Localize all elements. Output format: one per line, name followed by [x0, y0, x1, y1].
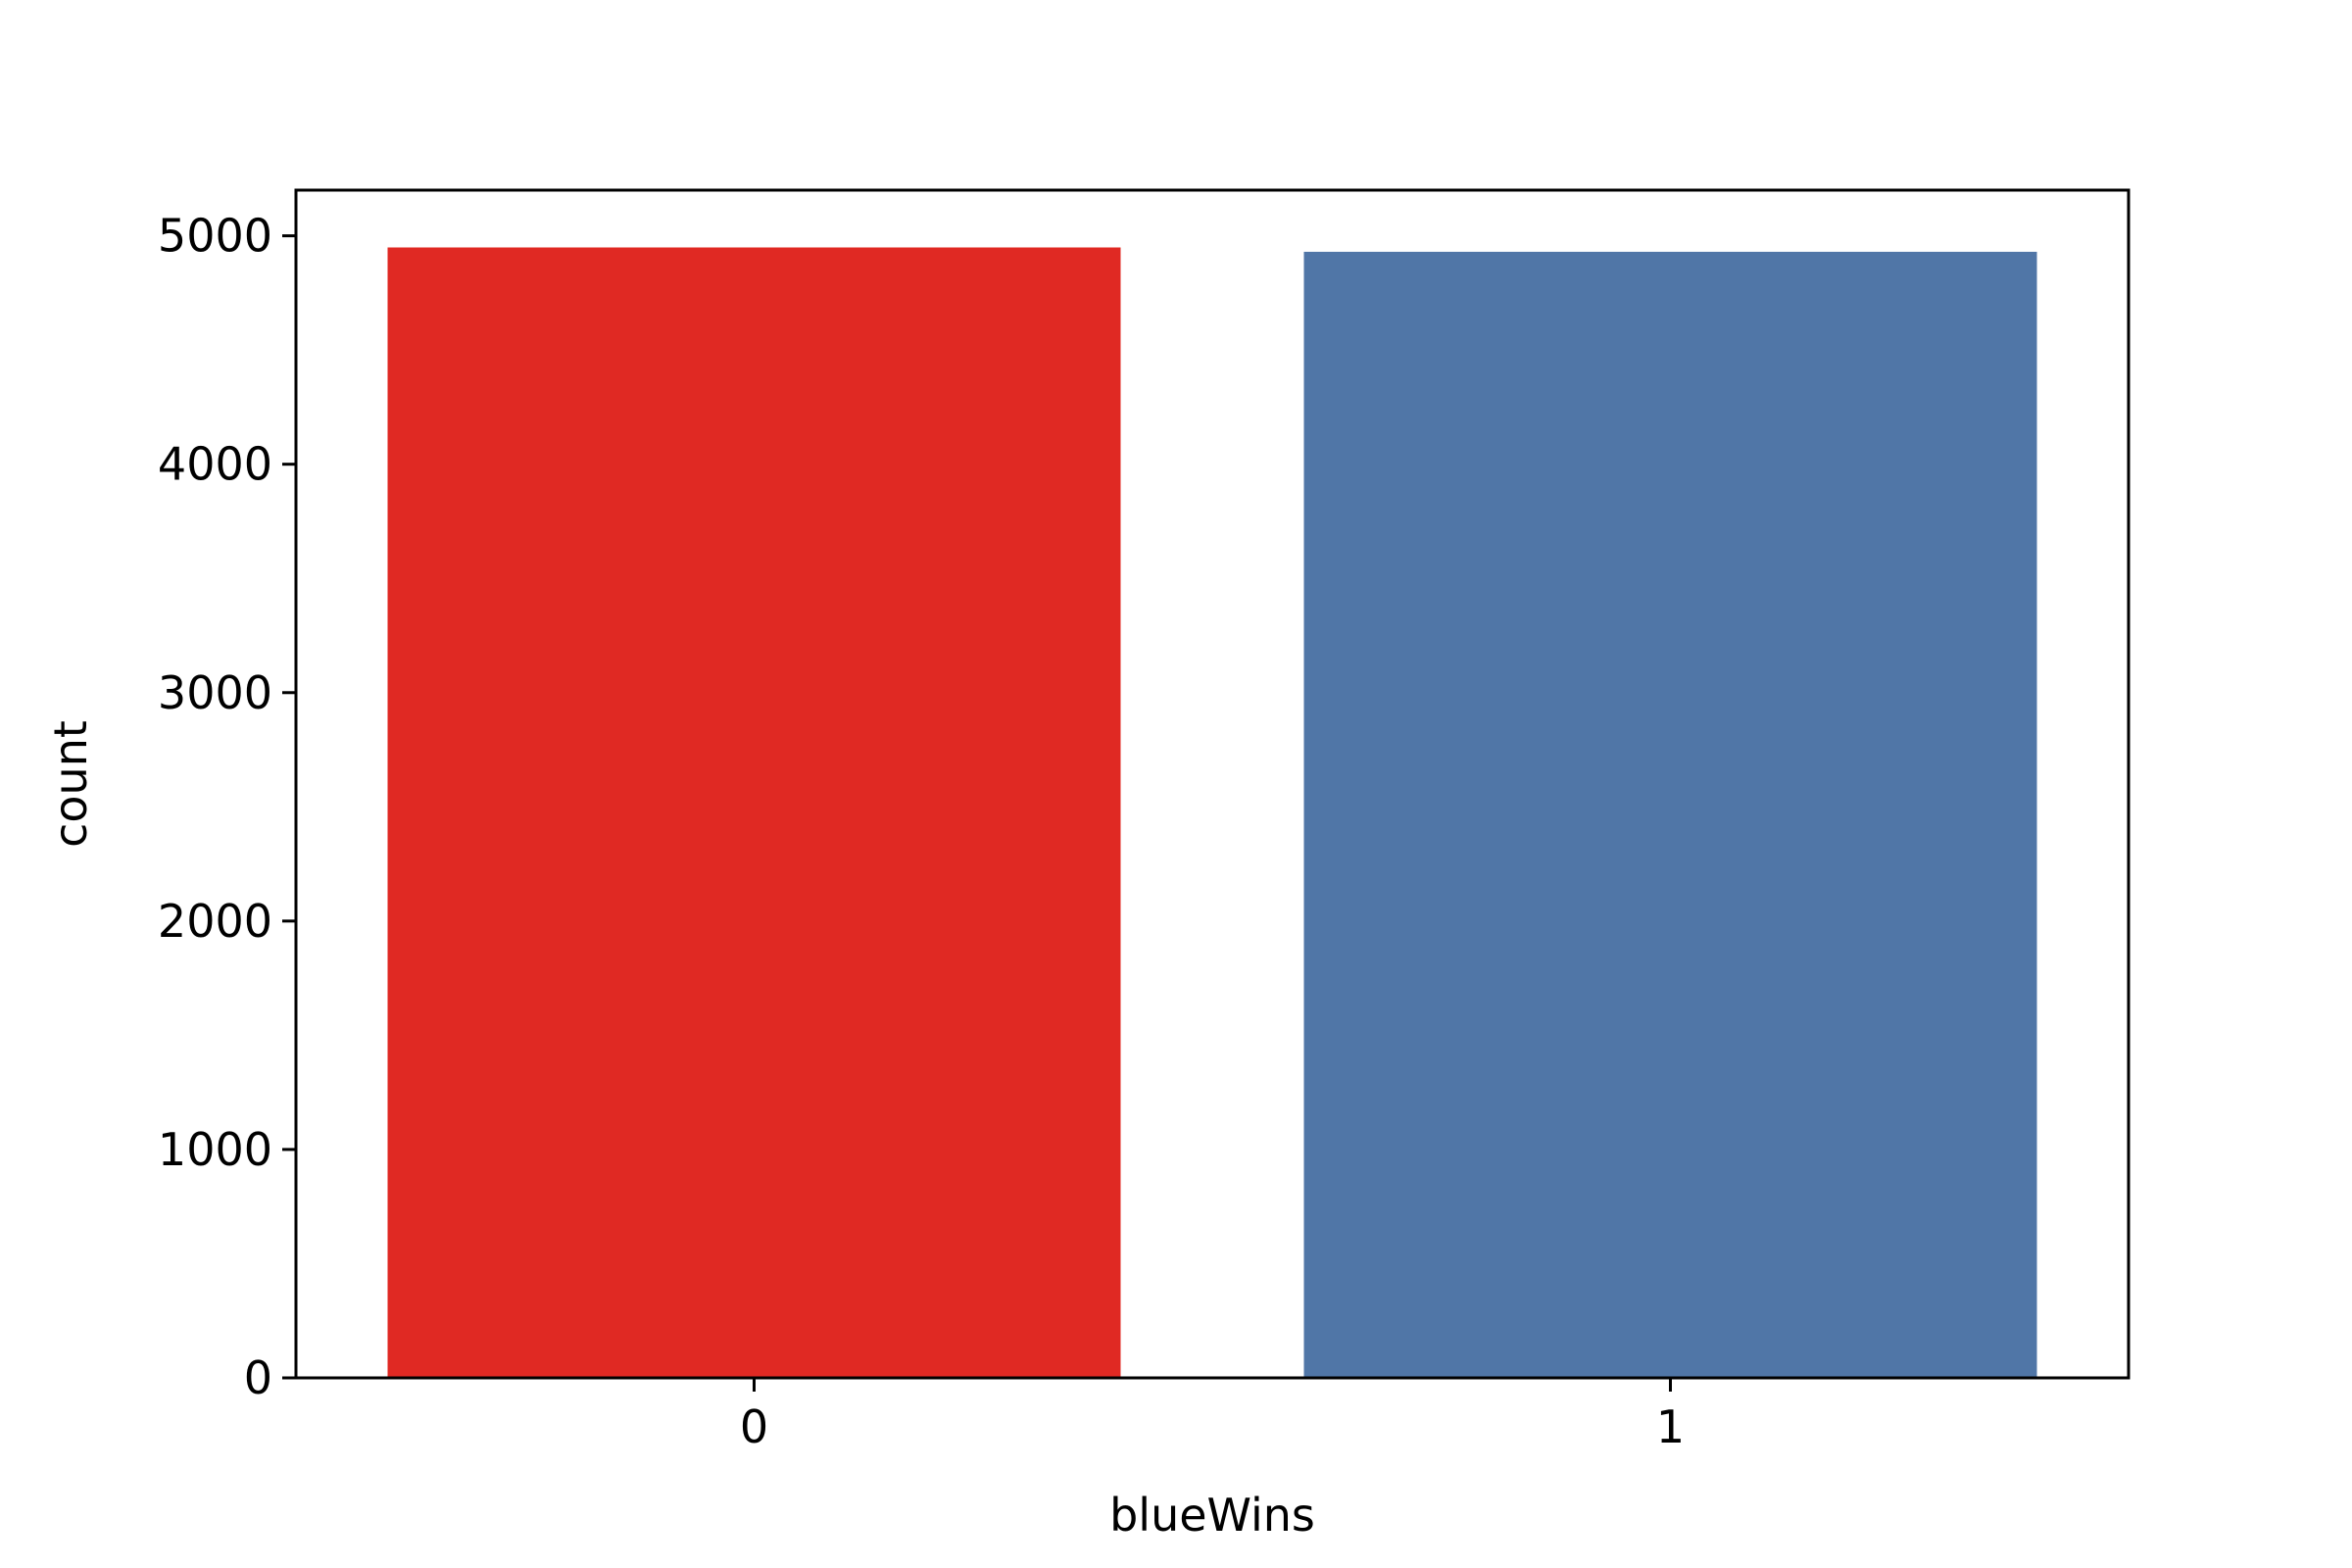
y-axis-label: count: [44, 720, 97, 848]
y-tick-label: 1000: [158, 1123, 272, 1176]
y-tick-label: 5000: [158, 210, 272, 263]
bar-1: [1303, 251, 2037, 1378]
y-tick-label: 0: [244, 1351, 272, 1404]
y-axis: 0 1000 2000 3000 4000 5000: [158, 210, 296, 1404]
y-tick-label: 2000: [158, 895, 272, 948]
x-tick-label: 1: [1656, 1400, 1685, 1453]
y-tick-label: 3000: [158, 666, 272, 719]
plot-frame: [294, 188, 2131, 1380]
x-axis-label: blueWins: [1109, 1489, 1315, 1542]
x-tick-label: 0: [740, 1400, 768, 1453]
y-tick-label: 4000: [158, 438, 272, 491]
bar-0: [387, 247, 1121, 1378]
bars-group: [387, 247, 2037, 1378]
